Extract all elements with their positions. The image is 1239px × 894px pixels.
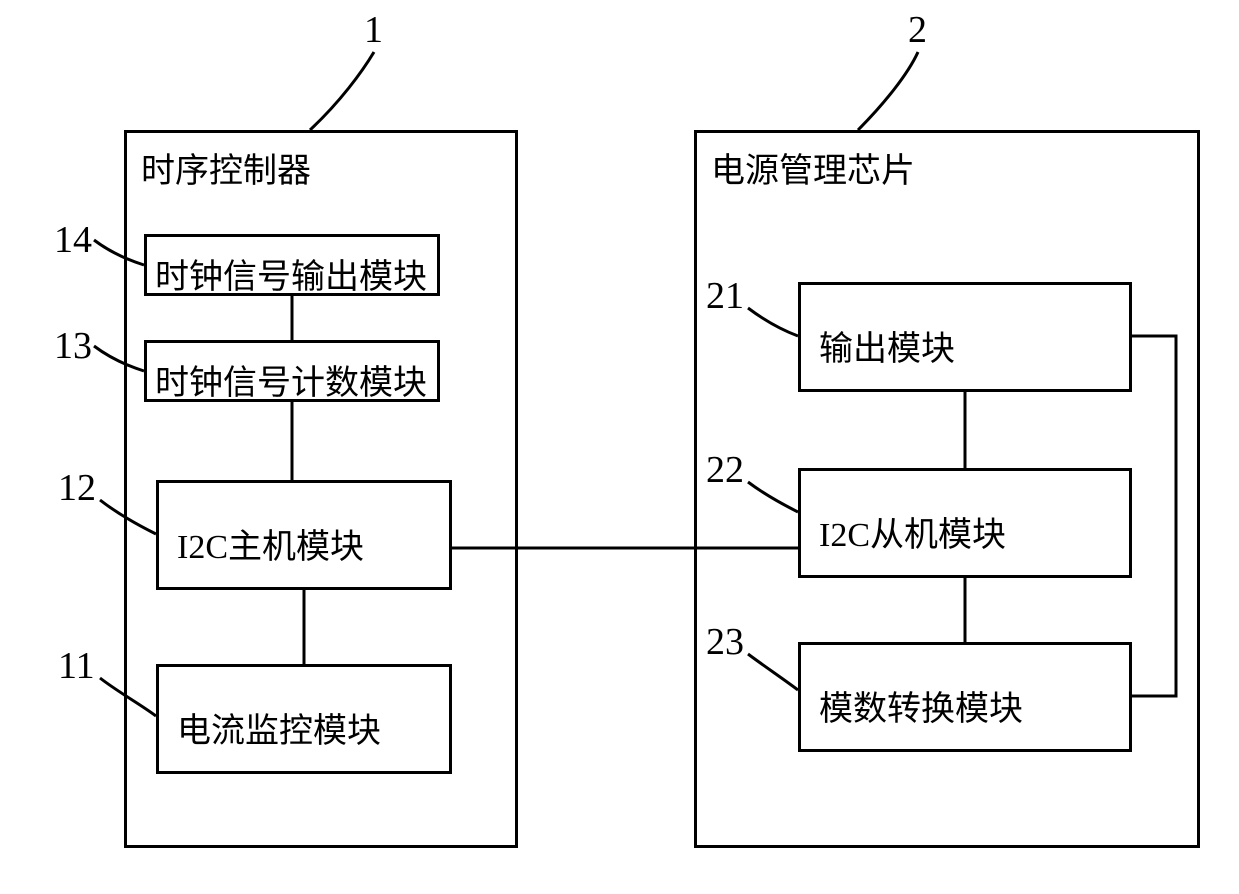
leader-12 — [100, 500, 156, 534]
leader-2 — [858, 52, 918, 130]
leader-14 — [94, 240, 144, 265]
leader-23 — [748, 654, 798, 690]
leader-13 — [94, 346, 144, 371]
loop-21-23 — [1132, 336, 1176, 696]
leader-22 — [748, 482, 798, 512]
connector-lines — [0, 0, 1239, 894]
diagram-canvas: 时序控制器 电源管理芯片 时钟信号输出模块 时钟信号计数模块 I2C主机模块 电… — [0, 0, 1239, 894]
leader-21 — [748, 308, 798, 336]
leader-11 — [100, 678, 156, 716]
leader-1 — [310, 52, 374, 130]
